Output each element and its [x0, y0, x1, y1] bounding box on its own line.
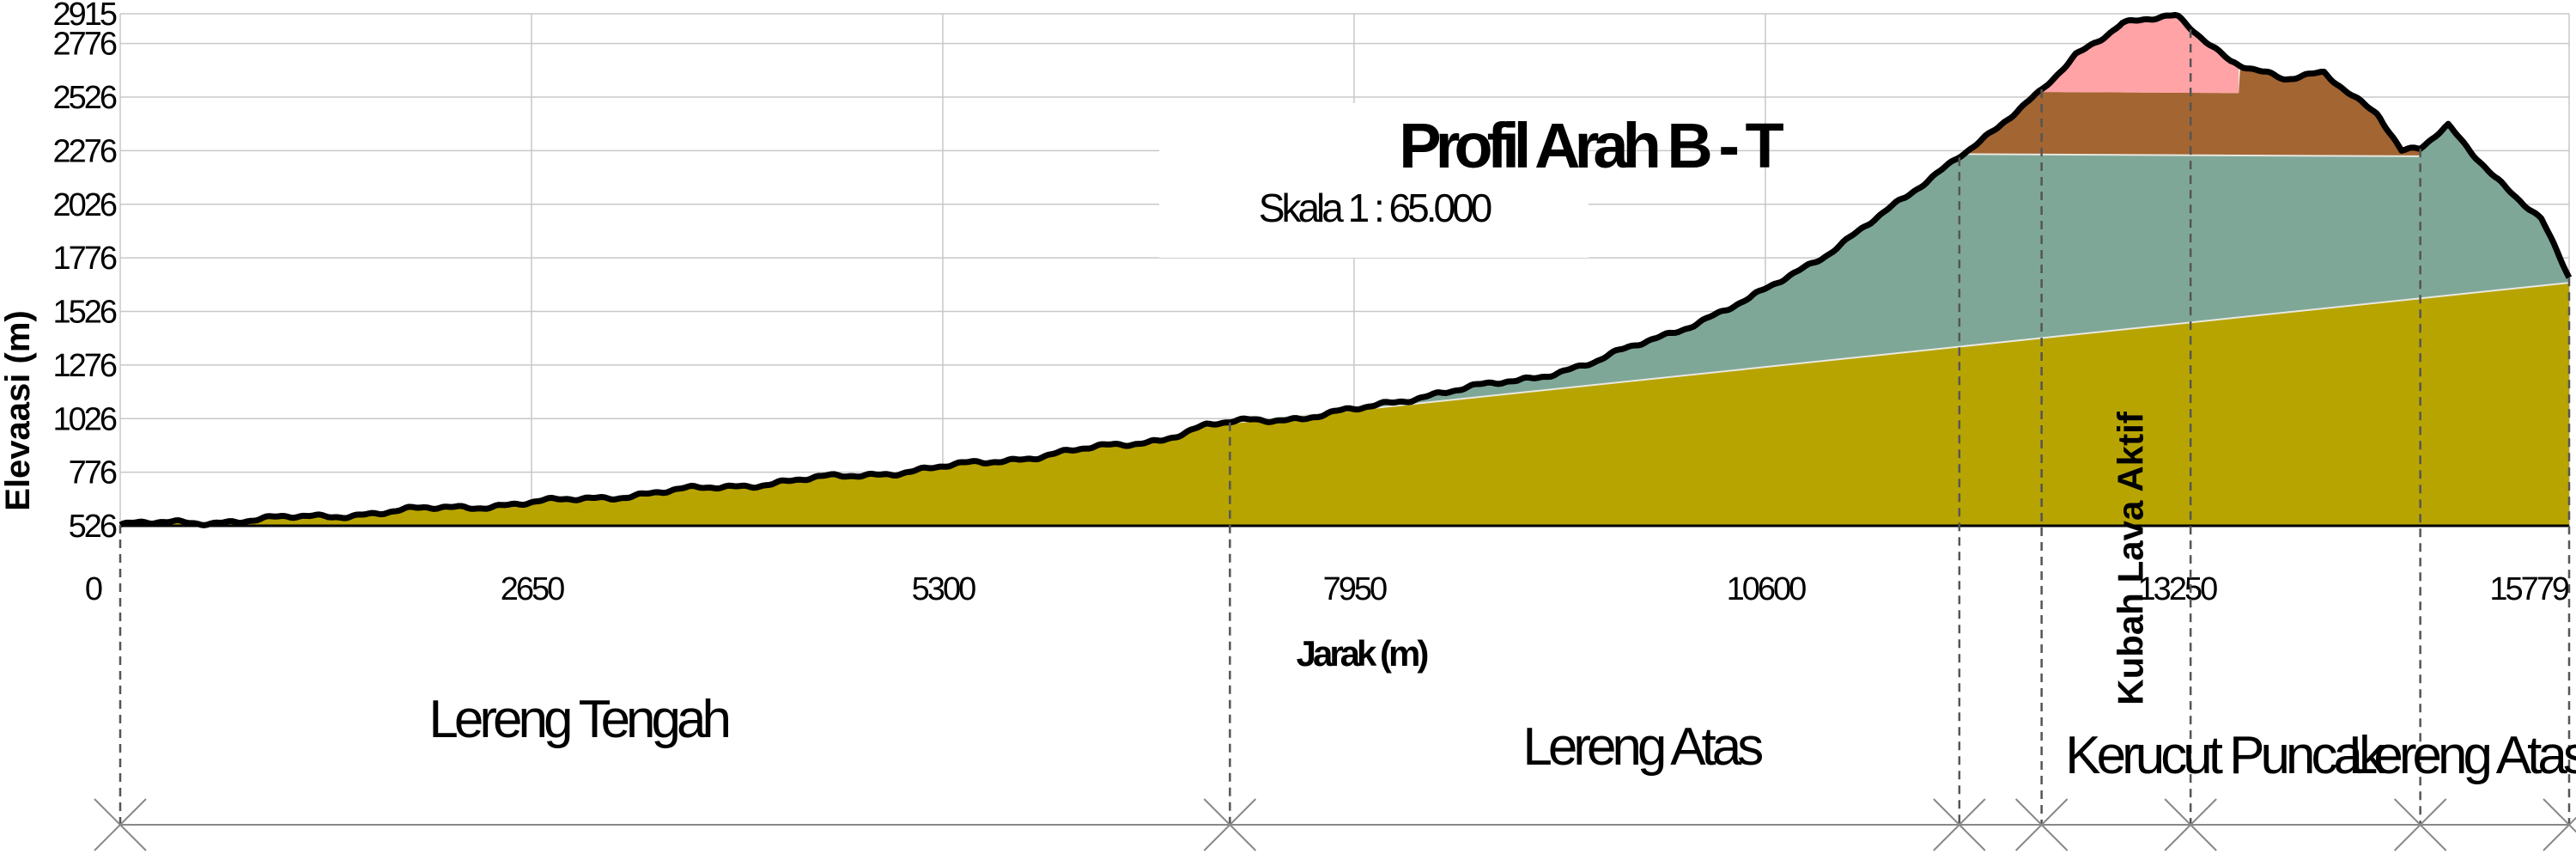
x-tick-label: 10600 — [1727, 571, 1807, 607]
layer-kerucut-puncak — [1959, 66, 2421, 156]
layer-lereng-atas — [1230, 125, 2569, 424]
y-tick-label: 1776 — [52, 241, 116, 277]
y-tick-label: 526 — [69, 509, 117, 545]
zone-label: Lereng Atas — [2348, 726, 2576, 785]
title-box — [1159, 103, 1589, 258]
zone-arrow-head — [2393, 798, 2447, 851]
x-tick-label: 0 — [85, 571, 102, 607]
zone-arrow-head — [94, 798, 147, 851]
zone-arrow-head — [2014, 798, 2069, 851]
zone-labels: Lereng Tengah Lereng Atas Kubah Lava Aktif… — [428, 411, 2576, 785]
boundary-line — [1230, 282, 2570, 424]
zone-label: Kubah Lava Aktif — [2111, 411, 2151, 705]
layer-lereng-tengah — [120, 283, 2569, 526]
zone-arrow-head — [1933, 798, 1986, 851]
y-tick-label: 1276 — [52, 348, 116, 384]
x-tick-label: 2650 — [501, 571, 564, 607]
zone-label: Lereng Tengah — [428, 690, 728, 749]
layer-kubah-lava-aktif — [2041, 14, 2239, 94]
x-tick-label: 13250 — [2138, 571, 2218, 607]
chart-subtitle: Skala 1 : 65.000 — [1259, 186, 1492, 230]
y-tick-label: 1526 — [52, 295, 116, 331]
x-tick-label: 15779 — [2489, 571, 2569, 607]
zone-label: Kerucut Puncak — [2065, 726, 2386, 785]
boundary-line — [1959, 153, 2421, 157]
chart-title: Profil Arah B - T — [1399, 110, 1783, 181]
y-axis-label: Elevaasi (m) — [0, 310, 37, 510]
zone-arrow-head — [2543, 798, 2576, 851]
zone-arrow-head — [1203, 798, 1257, 851]
y-tick-label: 2915 — [52, 0, 116, 33]
x-axis-label: Jarak (m) — [1297, 633, 1428, 674]
profile-line-group — [118, 11, 2573, 528]
zone-arrow-head — [2164, 798, 2217, 851]
y-tick-label: 2526 — [52, 80, 116, 116]
zone-dividers — [94, 29, 2576, 851]
x-tick-labels: 0 2650 5300 7950 10600 13250 15779 — [85, 571, 2572, 607]
y-tick-label: 2026 — [52, 187, 116, 223]
y-tick-label: 776 — [69, 455, 117, 491]
x-tick-label: 5300 — [912, 571, 975, 607]
y-tick-label: 1026 — [52, 401, 116, 437]
grid-lines — [119, 13, 2570, 527]
zone-label: Lereng Atas — [1522, 717, 1762, 777]
y-tick-labels: 526 776 1026 1276 1526 1776 2026 2276 2526 277629… — [52, 0, 118, 545]
y-tick-label: 2776 — [52, 27, 116, 63]
geomorphology-layers — [120, 14, 2570, 526]
profile-line — [118, 11, 2573, 528]
x-tick-label: 7950 — [1323, 571, 1387, 607]
y-tick-label: 2276 — [52, 133, 116, 169]
